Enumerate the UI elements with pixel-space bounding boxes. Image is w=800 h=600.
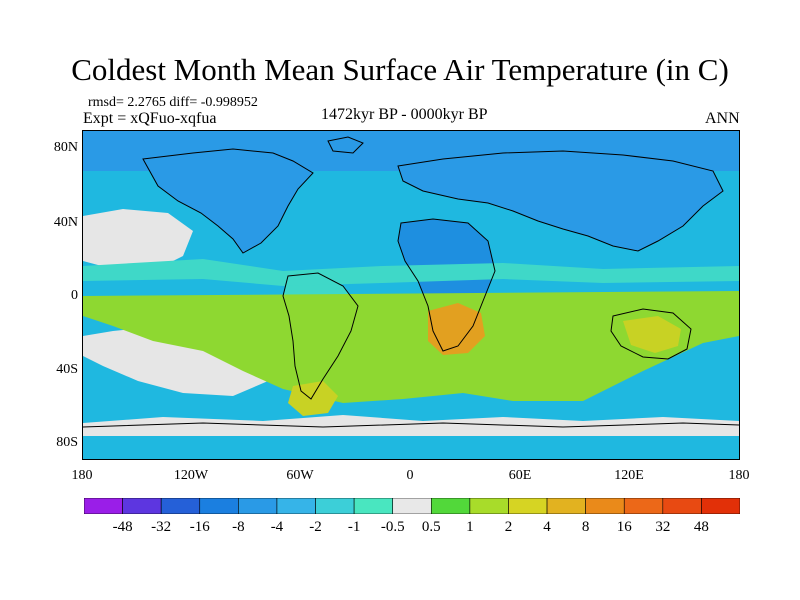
- colorbar-label: 4: [543, 519, 551, 535]
- experiment-label: Expt = xQFuo-xqfua: [83, 110, 217, 127]
- colorbar-label: -4: [270, 519, 284, 535]
- lon-label-120e: 120E: [614, 468, 644, 483]
- colorbar-swatch: [585, 497, 625, 515]
- colorbar-label: 1: [466, 519, 474, 535]
- colorbar: [83, 497, 741, 515]
- colorbar-swatch: [276, 497, 316, 515]
- map-canvas: [83, 131, 739, 459]
- lon-label-60w: 60W: [286, 468, 314, 483]
- colorbar-label: 8: [581, 519, 590, 535]
- colorbar-swatch: [701, 497, 741, 515]
- colorbar-swatch: [83, 497, 123, 515]
- lat-label-40n: 40N: [53, 215, 78, 230]
- colorbar-label: -48: [112, 519, 133, 535]
- neutral-region-pacific: [83, 209, 193, 271]
- colorbar-swatch: [353, 497, 394, 515]
- lat-label-80n: 80N: [53, 140, 78, 155]
- colorbar-swatch: [199, 497, 239, 515]
- cool-band-equator: [83, 259, 739, 286]
- lon-label-0: 0: [406, 468, 414, 483]
- temperature-map: [82, 130, 740, 460]
- warm-region-australia: [623, 316, 681, 353]
- chart-title: Coldest Month Mean Surface Air Temperatu…: [71, 52, 729, 87]
- colorbar-label: -1: [347, 519, 361, 535]
- coastlines: [83, 136, 739, 428]
- lon-label-120w: 120W: [173, 468, 209, 483]
- neutral-region-antarctic: [83, 415, 739, 436]
- north-america-field: [143, 149, 313, 253]
- colorbar-swatch: [508, 497, 548, 515]
- lon-label-60e: 60E: [508, 468, 532, 483]
- colorbar-swatch: [238, 497, 278, 515]
- colorbar-swatch: [122, 497, 162, 515]
- warm-region-southern-africa: [428, 303, 485, 355]
- colorbar-swatch: [160, 497, 201, 515]
- colorbar-label: 2: [504, 519, 513, 535]
- colorbar-swatch: [315, 497, 355, 515]
- colorbar-swatch: [392, 497, 432, 515]
- colorbar-label: 32: [655, 519, 671, 535]
- colorbar-label: -16: [189, 519, 210, 535]
- colorbar-swatch: [623, 497, 664, 515]
- eurasia-field: [398, 151, 723, 251]
- time-period-label: 1472kyr BP - 0000kyr BP: [321, 106, 488, 123]
- rmsd-diff-stats: rmsd= 2.2765 diff= -0.998952: [88, 95, 258, 110]
- colorbar-label: 16: [616, 519, 632, 535]
- lat-label-0: 0: [71, 288, 78, 303]
- colorbar-label: -0.5: [380, 519, 405, 535]
- colorbar-canvas: [83, 497, 741, 515]
- colorbar-label: 0.5: [421, 519, 441, 535]
- lon-label-180e: 180: [728, 468, 750, 483]
- lat-label-80s: 80S: [56, 435, 78, 450]
- colorbar-label: 48: [693, 519, 709, 535]
- colorbar-label: -32: [151, 519, 172, 535]
- season-label: ANN: [705, 110, 740, 127]
- warm-band-southern-ocean: [83, 291, 739, 403]
- colorbar-swatch: [430, 497, 471, 515]
- lon-label-180w: 180: [71, 468, 93, 483]
- lat-label-40s: 40S: [56, 362, 78, 377]
- colorbar-swatch: [546, 497, 586, 515]
- colorbar-label: -2: [309, 519, 322, 535]
- colorbar-swatch: [662, 497, 702, 515]
- colorbar-swatch: [469, 497, 509, 515]
- colorbar-label: -8: [232, 519, 245, 535]
